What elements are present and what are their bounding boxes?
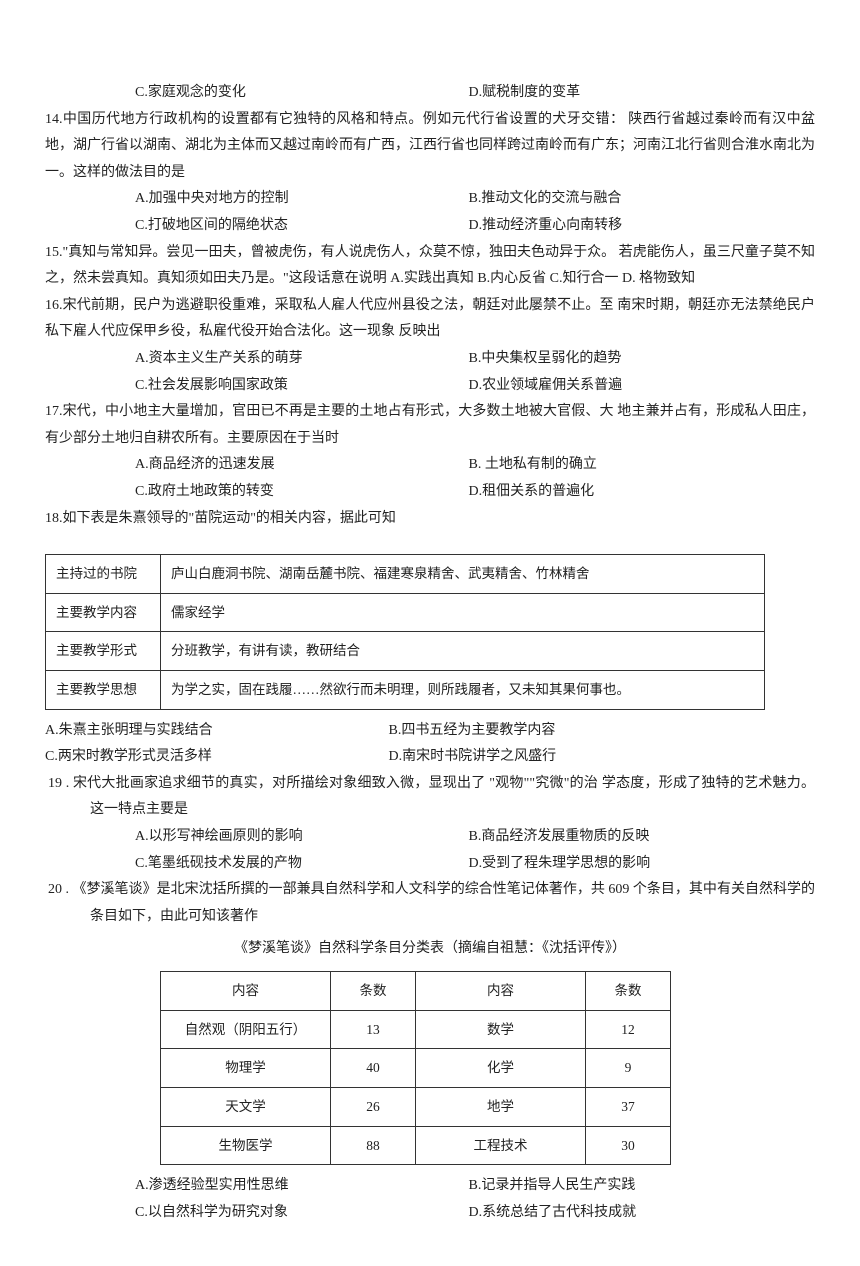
cell: 条数 [331,972,416,1011]
q14-options-cd: C.打破地区间的隔绝状态 D.推动经济重心向南转移 [45,213,815,240]
q16-option-b: B.中央集权呈弱化的趋势 [469,346,622,373]
q20-options-cd: C.以自然科学为研究对象 D.系统总结了古代科技成就 [45,1200,815,1227]
cell: 9 [586,1049,671,1088]
q16-options-cd: C.社会发展影响国家政策 D.农业领域雇佣关系普遍 [45,373,815,400]
cell: 化学 [416,1049,586,1088]
cell: 生物医学 [161,1126,331,1165]
q14-option-c: C.打破地区间的隔绝状态 [135,213,465,240]
q17-option-b: B. 土地私有制的确立 [469,452,597,479]
q20-option-b: B.记录并指导人民生产实践 [469,1173,636,1200]
q19-option-a: A.以形写神绘画原则的影响 [135,824,465,851]
cell: 自然观（阴阳五行） [161,1010,331,1049]
cell: 天文学 [161,1087,331,1126]
q14-option-d: D.推动经济重心向南转移 [469,213,623,240]
q15-stem: 15."真知与常知异。尝见一田夫，曾被虎伤，有人说虎伤人，众莫不惊，独田夫色动异… [45,240,815,293]
q18-options-cd: C.两宋时教学形式灵活多样 D.南宋时书院讲学之风盛行 [45,744,815,771]
q20-stem: 20 . 《梦溪笔谈》是北宋沈括所撰的一部兼具自然科学和人文科学的综合性笔记体著… [45,877,815,930]
q18-option-a: A.朱熹主张明理与实践结合 [45,718,385,745]
cell: 数学 [416,1010,586,1049]
q14-option-a: A.加强中央对地方的控制 [135,186,465,213]
q19-option-d: D.受到了程朱理学思想的影响 [469,851,651,878]
table-row: 生物医学 88 工程技术 30 [161,1126,671,1165]
cell: 主要教学思想 [46,671,161,710]
cell: 26 [331,1087,416,1126]
q19-option-c: C.笔墨纸砚技术发展的产物 [135,851,465,878]
q18-option-c: C.两宋时教学形式灵活多样 [45,744,385,771]
q20-option-a: A.渗透经验型实用性思维 [135,1173,465,1200]
cell: 地学 [416,1087,586,1126]
q13-option-d: D.赋税制度的变革 [469,80,581,107]
q20-option-c: C.以自然科学为研究对象 [135,1200,465,1227]
q20-table-caption: 《梦溪笔谈》自然科学条目分类表（摘编自祖慧：《沈括评传》） [45,936,815,963]
cell: 主要教学内容 [46,593,161,632]
q18-table: 主持过的书院 庐山白鹿洞书院、湖南岳麓书院、福建寒泉精舍、武夷精舍、竹林精舍 主… [45,554,765,710]
cell: 儒家经学 [161,593,765,632]
table-row: 主要教学内容 儒家经学 [46,593,765,632]
cell: 物理学 [161,1049,331,1088]
table-row: 物理学 40 化学 9 [161,1049,671,1088]
q18-option-d: D.南宋时书院讲学之风盛行 [389,749,557,764]
table-row: 主要教学形式 分班教学，有讲有读，教研结合 [46,632,765,671]
cell: 30 [586,1126,671,1165]
q14-option-b: B.推动文化的交流与融合 [469,186,622,213]
cell: 内容 [161,972,331,1011]
cell: 主持过的书院 [46,555,161,594]
cell: 88 [331,1126,416,1165]
cell: 12 [586,1010,671,1049]
table-row: 主要教学思想 为学之实，固在践履……然欲行而未明理，则所践履者，又未知其果何事也… [46,671,765,710]
q16-stem: 16.宋代前期，民户为逃避职役重难，采取私人雇人代应州县役之法，朝廷对此屡禁不止… [45,293,815,346]
cell: 为学之实，固在践履……然欲行而未明理，则所践履者，又未知其果何事也。 [161,671,765,710]
q19-options-ab: A.以形写神绘画原则的影响 B.商品经济发展重物质的反映 [45,824,815,851]
table-row: 自然观（阴阳五行） 13 数学 12 [161,1010,671,1049]
q17-option-c: C.政府土地政策的转变 [135,479,465,506]
q18-option-b: B.四书五经为主要教学内容 [389,723,556,738]
cell: 40 [331,1049,416,1088]
q20-table: 内容 条数 内容 条数 自然观（阴阳五行） 13 数学 12 物理学 40 化学… [160,971,671,1165]
q16-option-a: A.资本主义生产关系的萌芽 [135,346,465,373]
q19-stem: 19 . 宋代大批画家追求细节的真实，对所描绘对象细致入微，显现出了 "观物""… [45,771,815,824]
table-row: 内容 条数 内容 条数 [161,972,671,1011]
table-row: 主持过的书院 庐山白鹿洞书院、湖南岳麓书院、福建寒泉精舍、武夷精舍、竹林精舍 [46,555,765,594]
q16-options-ab: A.资本主义生产关系的萌芽 B.中央集权呈弱化的趋势 [45,346,815,373]
q14-options-ab: A.加强中央对地方的控制 B.推动文化的交流与融合 [45,186,815,213]
cell: 庐山白鹿洞书院、湖南岳麓书院、福建寒泉精舍、武夷精舍、竹林精舍 [161,555,765,594]
cell: 分班教学，有讲有读，教研结合 [161,632,765,671]
cell: 37 [586,1087,671,1126]
q19-option-b: B.商品经济发展重物质的反映 [469,824,650,851]
q18-options-ab: A.朱熹主张明理与实践结合 B.四书五经为主要教学内容 [45,718,815,745]
cell: 内容 [416,972,586,1011]
cell: 13 [331,1010,416,1049]
cell: 工程技术 [416,1126,586,1165]
spacer [45,532,815,546]
cell: 主要教学形式 [46,632,161,671]
q20-option-d: D.系统总结了古代科技成就 [469,1200,637,1227]
q17-options-ab: A.商品经济的迅速发展 B. 土地私有制的确立 [45,452,815,479]
q14-stem: 14.中国历代地方行政机构的设置都有它独特的风格和特点。例如元代行省设置的犬牙交… [45,107,815,187]
q17-stem: 17.宋代，中小地主大量增加，官田已不再是主要的土地占有形式，大多数土地被大官假… [45,399,815,452]
cell: 条数 [586,972,671,1011]
q17-option-a: A.商品经济的迅速发展 [135,452,465,479]
q20-options-ab: A.渗透经验型实用性思维 B.记录并指导人民生产实践 [45,1173,815,1200]
table-row: 天文学 26 地学 37 [161,1087,671,1126]
q18-stem: 18.如下表是朱熹领导的"苗院运动"的相关内容，据此可知 [45,506,815,533]
q17-option-d: D.租佃关系的普遍化 [469,479,595,506]
q16-option-d: D.农业领域雇佣关系普遍 [469,373,623,400]
q16-option-c: C.社会发展影响国家政策 [135,373,465,400]
q13-option-c: C.家庭观念的变化 [135,80,465,107]
q17-options-cd: C.政府土地政策的转变 D.租佃关系的普遍化 [45,479,815,506]
q13-options-cd: C.家庭观念的变化 D.赋税制度的变革 [45,80,815,107]
q19-options-cd: C.笔墨纸砚技术发展的产物 D.受到了程朱理学思想的影响 [45,851,815,878]
